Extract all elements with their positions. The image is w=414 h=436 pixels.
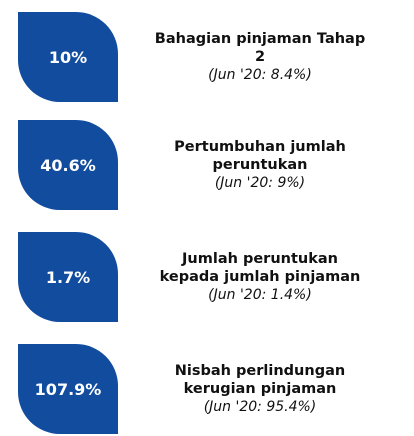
metric-note: (Jun '20: 1.4%) bbox=[208, 287, 312, 303]
metric-label: Pertumbuhan jumlah peruntukan bbox=[174, 139, 346, 173]
metric-item: 1.7% Jumlah peruntukan kepada jumlah pinj… bbox=[0, 232, 414, 324]
metric-text: Jumlah peruntukan kepada jumlah pinjaman… bbox=[150, 232, 370, 322]
metric-value: 40.6% bbox=[18, 120, 118, 210]
metric-item: 40.6% Pertumbuhan jumlah peruntukan (Jun '… bbox=[0, 120, 414, 212]
metric-text: Nisbah perlindungan kerugian pinjaman (Ju… bbox=[150, 344, 370, 434]
metric-value: 10% bbox=[18, 12, 118, 102]
metric-note: (Jun '20: 9%) bbox=[214, 175, 306, 191]
metric-label: Nisbah perlindungan kerugian pinjaman bbox=[174, 363, 346, 397]
metric-label: Bahagian pinjaman Tahap 2 bbox=[154, 31, 366, 65]
page: {"items": [ {"value": "10%", "label": "B… bbox=[0, 12, 414, 434]
metric-value: 107.9% bbox=[18, 344, 118, 434]
metric-text: Bahagian pinjaman Tahap 2 (Jun '20: 8.4%) bbox=[150, 12, 370, 102]
metric-note: (Jun '20: 8.4%) bbox=[208, 67, 312, 83]
metric-text: Pertumbuhan jumlah peruntukan (Jun '20: 9… bbox=[150, 120, 370, 210]
metric-item: 107.9% Nisbah perlindungan kerugian pinja… bbox=[0, 344, 414, 436]
metric-value: 1.7% bbox=[18, 232, 118, 322]
metric-item: 10% Bahagian pinjaman Tahap 2 (Jun '20: 8.… bbox=[0, 12, 414, 104]
metric-label: Jumlah peruntukan kepada jumlah pinjaman bbox=[159, 251, 361, 285]
metric-note: (Jun '20: 95.4%) bbox=[203, 399, 317, 415]
